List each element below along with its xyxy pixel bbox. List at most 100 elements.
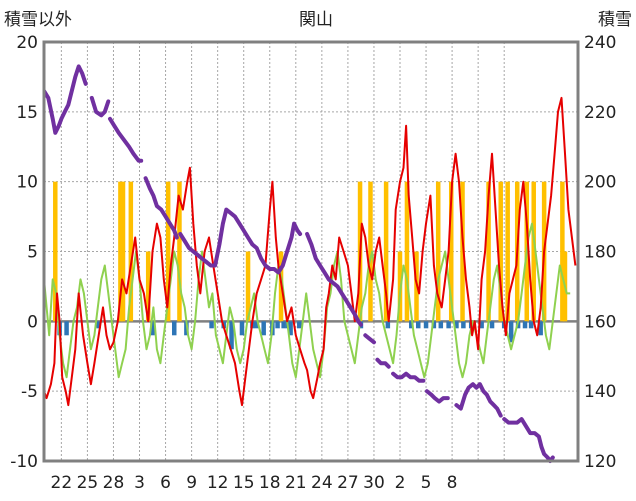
lines-layer [44, 64, 577, 463]
x-tick-label: 21 [285, 473, 307, 493]
blue-bar [64, 321, 69, 336]
blue-bar [489, 321, 495, 329]
blue-bar [261, 321, 266, 336]
purple-snow-depth-segment [424, 389, 450, 404]
y-left-tick-label: -5 [21, 382, 38, 402]
blue-bar [229, 321, 234, 350]
x-tick-label: 3 [134, 473, 145, 493]
blue-bar [275, 321, 280, 329]
blue-bar [528, 321, 534, 329]
x-tick-label: 22 [51, 473, 73, 493]
chart-title: 関山 [299, 10, 333, 30]
x-tick-label: 25 [77, 473, 99, 493]
y-left-tick-label: -10 [10, 452, 38, 472]
purple-snow-depth-segment [143, 176, 179, 240]
y-right-tick-label: 140 [584, 382, 616, 402]
y-left-tick-label: 10 [16, 173, 38, 193]
purple-snow-depth-segment [502, 417, 555, 463]
blue-bar [385, 321, 391, 329]
right-axis-title: 積雪 [598, 10, 632, 30]
x-tick-label: 24 [311, 473, 333, 493]
gold-bar [560, 181, 565, 322]
blue-bar [423, 321, 429, 329]
x-tick-label: 28 [103, 473, 125, 493]
x-tick-label: 8 [447, 473, 458, 493]
purple-snow-depth-segment [44, 64, 88, 135]
gold-bar [245, 251, 251, 322]
purple-snow-depth-segment [178, 207, 303, 275]
gold-bar [120, 181, 126, 322]
x-tick-label: 9 [186, 473, 197, 493]
blue-bar [438, 321, 444, 329]
x-tick-label: 2 [395, 473, 406, 493]
left-axis-title: 積雪以外 [4, 10, 72, 30]
y-left-tick-label: 20 [16, 33, 38, 53]
blue-bar [171, 321, 177, 336]
green-series-line [44, 222, 571, 379]
gold-bar [165, 181, 171, 322]
blue-bar [409, 321, 414, 329]
y-left-tick-label: 0 [27, 312, 38, 332]
gold-bar [460, 181, 465, 322]
blue-bar [522, 321, 528, 329]
purple-snow-depth-segment [375, 357, 391, 369]
gold-bar [498, 181, 503, 322]
gold-bar [177, 181, 182, 322]
blue-bar [254, 321, 259, 329]
blue-bar [288, 321, 293, 336]
blue-bar [239, 321, 245, 336]
frame-layer [42, 40, 580, 463]
y-right-tick-label: 180 [584, 243, 616, 263]
blue-bar [538, 321, 543, 336]
gold-bar [368, 181, 373, 322]
x-tick-label: 12 [207, 473, 229, 493]
blue-bar [431, 321, 437, 329]
y-right-tick-label: 200 [584, 173, 616, 193]
blue-bar [281, 321, 286, 329]
y-right-tick-label: 120 [584, 452, 616, 472]
y-right-tick-label: 240 [584, 33, 616, 53]
blue-bar [479, 321, 484, 329]
blue-bar [297, 321, 302, 329]
x-tick-label: 30 [363, 473, 385, 493]
gold-bar [145, 251, 151, 322]
plot-frame [42, 40, 580, 463]
purple-snow-depth-segment [108, 116, 144, 163]
y-right-tick-label: 220 [584, 103, 616, 123]
purple-snow-depth-segment [391, 371, 426, 383]
purple-snow-depth-segment [363, 333, 376, 345]
blue-bar [446, 321, 451, 329]
y-left-tick-label: 5 [27, 243, 38, 263]
gold-bar [118, 181, 123, 322]
gold-bar [505, 181, 510, 322]
gold-bar [448, 181, 454, 322]
blue-bar [150, 321, 155, 336]
x-tick-label: 6 [160, 473, 171, 493]
gold-bar [53, 181, 58, 322]
red-series-line [44, 96, 577, 407]
gold-bar [404, 181, 410, 322]
x-tick-label: 27 [337, 473, 359, 493]
labels-layer: 積雪以外 関山 積雪 20 15 10 5 0 -5 -10 240 220 200 180 160 1… [4, 10, 632, 493]
blue-bar [96, 321, 101, 329]
blue-bar [415, 321, 421, 329]
blue-bar [209, 321, 214, 329]
purple-snow-depth-segment [89, 95, 111, 118]
x-tick-label: 18 [259, 473, 281, 493]
y-right-tick-label: 160 [584, 312, 616, 332]
blue-bar [461, 321, 466, 329]
gold-bar [435, 181, 441, 322]
gold-bar [383, 181, 389, 322]
gold-bar [531, 181, 536, 322]
gold-bar [128, 181, 134, 322]
gold-bar [486, 181, 491, 322]
purple-snow-depth-segment [454, 382, 503, 418]
x-tick-label: 5 [421, 473, 432, 493]
purple-snow-depth-segment [305, 232, 363, 327]
y-left-tick-label: 15 [16, 103, 38, 123]
blue-bar [508, 321, 514, 343]
blue-bar [454, 321, 459, 329]
x-tick-label: 15 [233, 473, 255, 493]
